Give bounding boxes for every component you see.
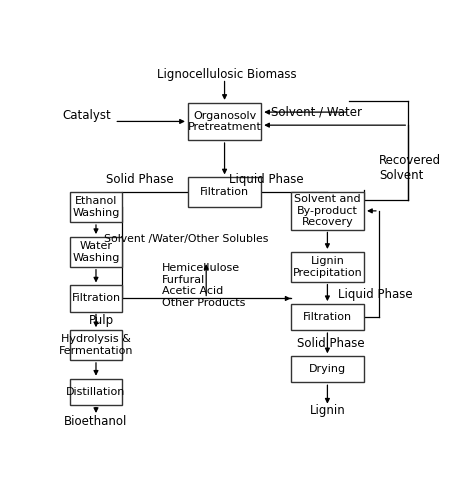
- Bar: [70, 192, 122, 222]
- Text: Liquid Phase: Liquid Phase: [338, 288, 412, 301]
- Text: Bioethanol: Bioethanol: [64, 415, 128, 428]
- Text: Hemicellulose
Furfural
Acetic Acid
Other Products: Hemicellulose Furfural Acetic Acid Other…: [162, 263, 246, 308]
- Text: Lignin
Precipitation: Lignin Precipitation: [292, 256, 362, 278]
- Text: Hydrolysis &
Fermentation: Hydrolysis & Fermentation: [59, 334, 133, 356]
- Text: Lignocellulosic Biomass: Lignocellulosic Biomass: [156, 68, 296, 81]
- Text: Filtration: Filtration: [303, 312, 352, 322]
- Text: Solid Phase: Solid Phase: [106, 173, 174, 186]
- Bar: [188, 103, 261, 140]
- Text: Ethanol
Washing: Ethanol Washing: [73, 197, 119, 218]
- Text: Organosolv
Pretreatment: Organosolv Pretreatment: [188, 111, 262, 132]
- Text: Filtration: Filtration: [200, 187, 249, 197]
- Bar: [70, 286, 122, 312]
- Text: Distillation: Distillation: [66, 387, 126, 396]
- Bar: [70, 237, 122, 267]
- Text: Solvent and
By-product
Recovery: Solvent and By-product Recovery: [294, 194, 361, 227]
- Text: Recovered
Solvent: Recovered Solvent: [379, 154, 441, 182]
- Text: Water
Washing: Water Washing: [73, 241, 119, 263]
- Bar: [188, 177, 261, 207]
- Text: Drying: Drying: [309, 364, 346, 374]
- Text: Solid Phase: Solid Phase: [297, 337, 365, 349]
- Text: Catalyst: Catalyst: [62, 109, 110, 122]
- Bar: [291, 356, 364, 382]
- Bar: [291, 252, 364, 282]
- Text: Solvent / Water: Solvent / Water: [271, 106, 362, 119]
- Bar: [70, 330, 122, 360]
- Text: Solvent /Water/Other Solubles: Solvent /Water/Other Solubles: [104, 234, 268, 244]
- Bar: [291, 192, 364, 229]
- Bar: [291, 304, 364, 330]
- Text: Filtration: Filtration: [72, 293, 120, 303]
- Bar: [70, 378, 122, 405]
- Text: Lignin: Lignin: [310, 404, 345, 417]
- Text: Pulp: Pulp: [89, 314, 114, 327]
- Text: Liquid Phase: Liquid Phase: [229, 173, 304, 186]
